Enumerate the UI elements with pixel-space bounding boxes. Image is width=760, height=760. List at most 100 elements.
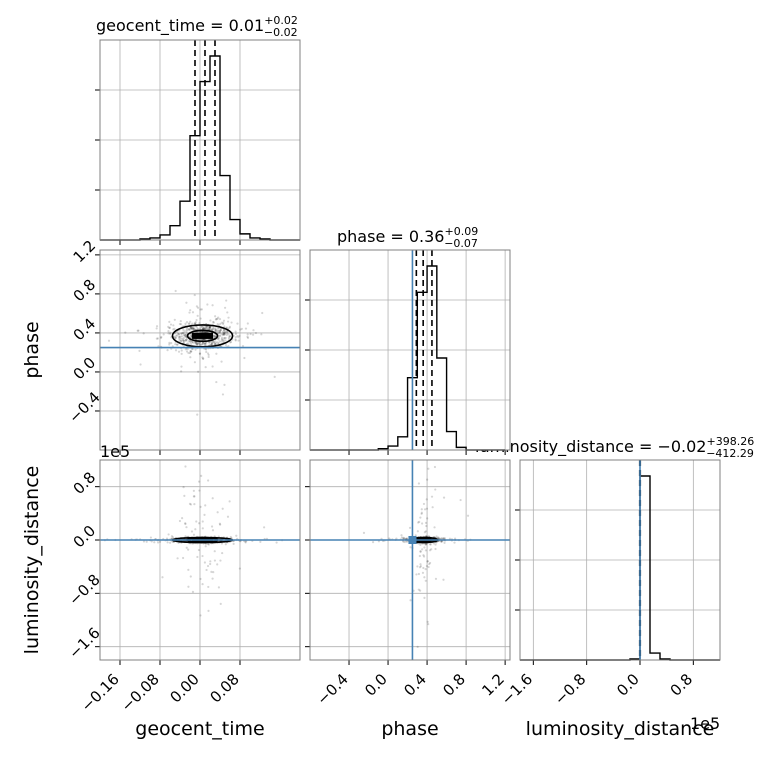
sample-point (214, 315, 217, 318)
sample-point (409, 599, 412, 602)
sample-point (421, 522, 424, 525)
sample-point (219, 602, 222, 606)
sample-point (227, 333, 230, 336)
sample-point (171, 540, 174, 544)
sample-point (260, 333, 263, 336)
sample-point (202, 342, 205, 345)
sample-point (400, 536, 404, 539)
sample-point (178, 339, 181, 342)
sample-point (149, 536, 153, 539)
sample-point (237, 339, 240, 342)
sample-point (166, 349, 169, 352)
sample-point (204, 325, 208, 328)
sample-point (400, 534, 403, 537)
sample-point (190, 326, 193, 329)
sample-point (224, 336, 227, 340)
sample-point (228, 500, 231, 503)
sample-point (181, 556, 185, 560)
sample-point (195, 342, 198, 346)
sample-point (187, 340, 190, 343)
sample-point (422, 554, 425, 557)
sample-point (195, 326, 198, 329)
sample-point (191, 327, 194, 330)
sample-point (169, 332, 172, 335)
title-phase: phase = 0.36+0.09 −0.07 (337, 225, 478, 250)
sample-point (166, 541, 169, 544)
sample-point (184, 335, 187, 338)
sample-point (195, 342, 198, 345)
sample-point (217, 338, 220, 341)
density-core (192, 332, 213, 339)
sample-point (201, 338, 204, 341)
sample-point (425, 498, 428, 501)
sample-point (224, 543, 227, 546)
sample-point (194, 321, 197, 324)
sample-point (246, 335, 249, 338)
sample-point (221, 333, 224, 337)
sample-point (425, 507, 429, 510)
sample-point (190, 334, 193, 337)
sample-point (419, 543, 422, 546)
sample-point (217, 316, 220, 319)
sample-point (195, 520, 198, 523)
sample-point (241, 344, 245, 348)
sample-point (427, 622, 430, 626)
sample-point (219, 334, 222, 337)
sample-point (402, 536, 405, 539)
sample-point (244, 540, 247, 543)
sample-point (189, 340, 192, 343)
sample-point (182, 486, 185, 489)
sample-point (185, 546, 188, 549)
sample-point (228, 335, 232, 338)
sample-point (201, 520, 204, 523)
sample-point (150, 540, 153, 543)
sample-point (223, 325, 226, 328)
sample-point (189, 503, 193, 506)
sample-point (428, 562, 431, 566)
sample-point (173, 318, 176, 321)
sample-point (192, 533, 196, 536)
sample-point (186, 342, 189, 345)
sample-point (218, 329, 221, 333)
sample-point (417, 572, 420, 576)
sample-point (224, 339, 227, 342)
sample-point (168, 343, 171, 346)
sample-point (434, 547, 437, 551)
sample-point (189, 320, 192, 323)
panel-background (310, 460, 510, 660)
sample-point (180, 365, 183, 368)
sample-point (246, 333, 249, 336)
sample-point (182, 337, 185, 340)
sample-point (405, 540, 409, 543)
sample-point (198, 522, 201, 525)
sample-point (176, 334, 179, 337)
sample-point (156, 541, 160, 544)
sample-point (418, 554, 421, 558)
sample-point (209, 319, 212, 322)
sample-point (142, 540, 146, 543)
sample-point (419, 565, 422, 568)
sample-point (206, 352, 210, 355)
sample-point (202, 327, 205, 330)
sample-point (417, 482, 421, 485)
sample-point (222, 330, 225, 333)
sample-point (187, 322, 190, 325)
sample-point (426, 517, 429, 520)
sample-point (435, 535, 438, 538)
sample-point (211, 529, 215, 532)
sample-point (440, 537, 443, 540)
sample-point (198, 343, 202, 346)
sample-point (187, 568, 190, 571)
sample-point (218, 334, 221, 337)
sample-point (177, 350, 181, 353)
sample-point (216, 317, 219, 320)
sample-point (227, 337, 231, 340)
x-tick-label: −0.16 (78, 670, 123, 715)
sample-point (437, 536, 440, 539)
sample-point (203, 561, 207, 564)
sample-point (208, 325, 212, 328)
sample-point (224, 329, 227, 333)
sample-point (155, 337, 158, 340)
sample-point (153, 541, 156, 544)
sample-point (216, 329, 219, 332)
